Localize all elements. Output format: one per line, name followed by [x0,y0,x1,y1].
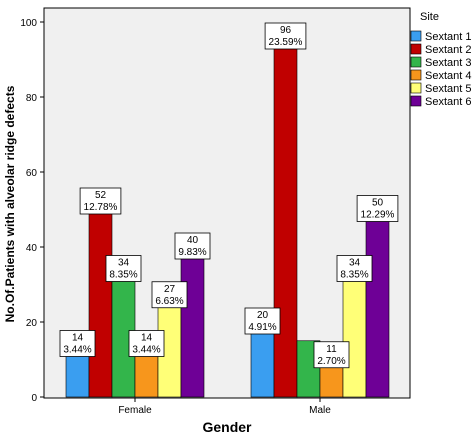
data-label: 143.44% [128,330,165,357]
data-label-text: 4.91% [248,322,276,333]
legend-label: Sextant 4 [425,70,471,82]
data-label-box [174,232,211,260]
data-label-box [105,255,142,282]
data-label-box [356,195,399,222]
data-label-text: 14 [72,333,84,344]
bar [180,246,205,398]
y-axis: 0 20 40 60 80 100 [20,18,44,404]
data-label-text: 3.44% [63,345,91,356]
legend-swatch [410,56,422,68]
bar [273,36,298,398]
data-label-text: 3.44% [132,345,160,356]
data-label-box [151,281,188,309]
data-label: 348.35% [336,255,373,282]
data-label-text: 34 [118,258,130,269]
data-label-box [59,330,96,357]
data-label: 143.44% [59,330,96,357]
legend-swatch [410,43,422,55]
data-label: 276.63% [151,281,188,309]
y-tick-label: 0 [31,393,37,404]
legend-label: Sextant 5 [425,83,471,95]
legend-label: Sextant 1 [425,31,471,43]
data-label-box [313,341,350,369]
data-label-text: 20 [257,310,269,321]
data-label-text: 8.35% [340,270,368,281]
data-label-text: 11 [326,344,337,355]
data-label-text: 23.59% [269,37,303,48]
legend-swatch [410,82,422,94]
y-axis-title: No.Of.Patients with alveolar ridge defec… [3,85,17,322]
legend-swatch [410,30,422,42]
data-label-text: 27 [164,284,176,295]
x-axis-title: Gender [202,419,252,435]
data-label-box [336,255,373,282]
data-label: 112.70% [313,341,350,369]
y-tick-label: 80 [26,93,38,104]
data-label-text: 14 [141,333,153,344]
data-label-text: 6.63% [155,296,183,307]
legend-swatch [410,95,422,107]
data-label-text: 96 [280,25,292,36]
data-label-text: 8.35% [109,270,137,281]
y-tick-label: 100 [20,18,37,29]
data-label: 204.91% [244,307,281,335]
data-labels: 143.44%204.91%5212.78%9623.59%348.35%143… [59,22,399,369]
x-axis: Female Male [118,398,331,416]
data-label-box [264,22,307,50]
x-tick-label: Male [309,405,331,416]
data-label: 348.35% [105,255,142,282]
data-label-text: 40 [187,235,199,246]
legend-title: Site [420,11,439,23]
data-label-box [128,330,165,357]
x-tick-label: Female [118,405,152,416]
data-label-text: 12.78% [84,202,118,213]
data-label-text: 12.29% [361,210,395,221]
legend-label: Sextant 6 [425,96,471,108]
legend-label: Sextant 3 [425,57,471,69]
data-label-box [79,187,122,215]
data-label-text: 2.70% [317,356,345,367]
y-tick-label: 20 [26,318,38,329]
y-tick-label: 60 [26,168,38,179]
bar [88,201,113,398]
data-label-text: 52 [95,190,107,201]
y-tick-label: 40 [26,243,38,254]
data-label-text: 9.83% [178,247,206,258]
legend-swatch [410,69,422,81]
data-label-text: 34 [349,258,361,269]
bars [65,36,390,398]
data-label-box [244,307,281,335]
bar [342,269,367,398]
data-label-text: 50 [372,198,384,209]
bar [365,209,390,398]
data-label: 409.83% [174,232,211,260]
legend-label: Sextant 2 [425,44,471,56]
